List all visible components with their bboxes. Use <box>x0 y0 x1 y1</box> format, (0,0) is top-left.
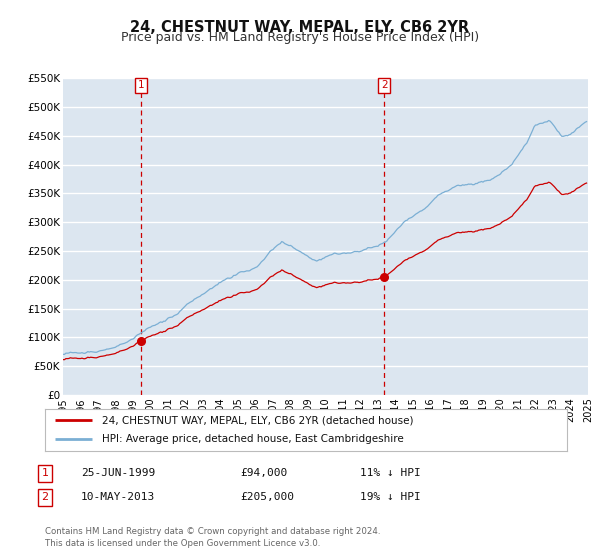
Text: 1: 1 <box>138 80 145 90</box>
Text: £205,000: £205,000 <box>240 492 294 502</box>
Text: 1: 1 <box>41 468 49 478</box>
Text: HPI: Average price, detached house, East Cambridgeshire: HPI: Average price, detached house, East… <box>103 435 404 445</box>
Text: This data is licensed under the Open Government Licence v3.0.: This data is licensed under the Open Gov… <box>45 539 320 548</box>
Text: 11% ↓ HPI: 11% ↓ HPI <box>360 468 421 478</box>
Text: 24, CHESTNUT WAY, MEPAL, ELY, CB6 2YR: 24, CHESTNUT WAY, MEPAL, ELY, CB6 2YR <box>130 20 470 35</box>
Text: 2: 2 <box>381 80 388 90</box>
Text: 2: 2 <box>41 492 49 502</box>
Text: 10-MAY-2013: 10-MAY-2013 <box>81 492 155 502</box>
Text: Contains HM Land Registry data © Crown copyright and database right 2024.: Contains HM Land Registry data © Crown c… <box>45 528 380 536</box>
Text: Price paid vs. HM Land Registry's House Price Index (HPI): Price paid vs. HM Land Registry's House … <box>121 31 479 44</box>
Text: 25-JUN-1999: 25-JUN-1999 <box>81 468 155 478</box>
Text: £94,000: £94,000 <box>240 468 287 478</box>
Text: 24, CHESTNUT WAY, MEPAL, ELY, CB6 2YR (detached house): 24, CHESTNUT WAY, MEPAL, ELY, CB6 2YR (d… <box>103 415 414 425</box>
Text: 19% ↓ HPI: 19% ↓ HPI <box>360 492 421 502</box>
